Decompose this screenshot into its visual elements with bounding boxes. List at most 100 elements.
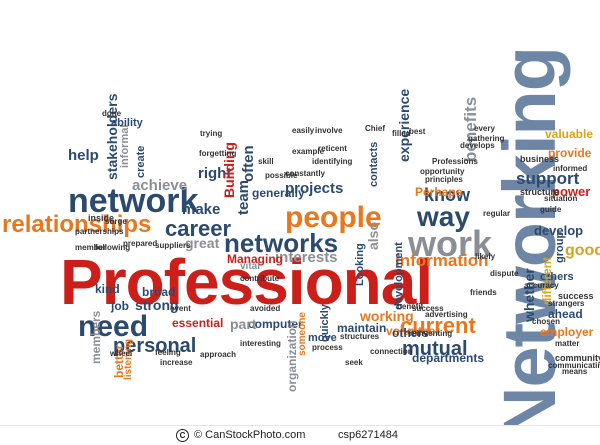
cloud-word: avoided	[250, 304, 281, 313]
stock-id: csp6271484	[338, 429, 398, 441]
cloud-word: filled	[392, 129, 411, 138]
cloud-word: need	[78, 310, 149, 343]
cloud-word: success	[412, 304, 444, 313]
cloud-word: done	[102, 109, 122, 118]
cloud-word: increase	[160, 358, 193, 367]
cloud-word: Chief	[365, 124, 385, 133]
cloud-word: whether	[521, 268, 537, 322]
cloud-word: inside	[88, 213, 115, 223]
cloud-word: group	[554, 231, 566, 263]
cloud-word: prepared	[123, 239, 158, 248]
cloud-word: network	[68, 182, 199, 220]
cloud-word: listening	[123, 338, 134, 380]
cloud-word: departments	[412, 351, 485, 365]
cloud-word: reticent	[318, 144, 347, 153]
cloud-word: employer	[540, 325, 594, 339]
cloud-word: information	[395, 251, 489, 270]
cloud-word: likely	[475, 252, 496, 261]
cloud-word: process	[312, 343, 343, 352]
cloud-word: best	[409, 127, 426, 136]
cloud-word: job	[111, 299, 129, 313]
cloud-word: also	[365, 221, 381, 250]
cloud-word: essential	[172, 316, 224, 330]
cloud-word: achieve	[132, 177, 188, 194]
cloud-word: volunteer	[386, 324, 441, 338]
cloud-word: generally	[252, 186, 305, 200]
cloud-word: success	[558, 291, 594, 301]
cloud-word: structure	[520, 187, 560, 197]
cloud-word: stakeholders	[104, 93, 120, 180]
cloud-word: strong	[135, 297, 179, 313]
cloud-word: interests	[275, 249, 338, 266]
cloud-word: skill	[258, 157, 274, 166]
cloud-word: quickly	[319, 304, 331, 342]
cloud-word: communicating	[548, 361, 600, 370]
cloud-word: every	[474, 124, 495, 133]
cloud-word: contacts	[368, 141, 380, 187]
cloud-word: event	[170, 304, 191, 313]
cloud-word: know	[424, 185, 471, 205]
cloud-word: example	[292, 147, 325, 156]
cloud-word: mutual	[402, 338, 468, 360]
cloud-word: means	[562, 367, 588, 376]
cloud-word: dispute	[490, 269, 519, 278]
cloud-word: informal	[119, 124, 131, 168]
cloud-word: ahead	[548, 307, 583, 321]
cloud-word: someone	[297, 312, 308, 356]
cloud-word: feeling	[155, 348, 181, 357]
cloud-word: Perhaps	[415, 185, 463, 199]
cloud-word: interesting	[240, 339, 281, 348]
cloud-word: principles	[425, 175, 463, 184]
cloud-word: work	[408, 223, 493, 264]
cloud-word: surge	[105, 217, 127, 226]
cloud-word: trying	[200, 129, 223, 138]
cloud-word: valuable	[545, 127, 594, 141]
cloud-word: Managing	[227, 252, 283, 266]
cloud-word: members	[89, 310, 103, 364]
cloud-word: opportunity	[420, 167, 465, 176]
cloud-word: career	[165, 216, 232, 241]
cloud-word: approach	[200, 350, 237, 359]
cloud-word: good	[565, 242, 600, 259]
cloud-word: suppliers	[155, 241, 191, 250]
cloud-word: Professions	[432, 157, 478, 166]
cloud-word: Professional	[60, 246, 433, 318]
cloud-word: working	[360, 308, 414, 324]
cloud-word: benefit	[397, 302, 424, 311]
cloud-word: contribute	[240, 274, 280, 283]
cloud-word: support	[516, 169, 580, 188]
cloud-word: great	[185, 235, 220, 251]
cloud-word: reinventing	[409, 329, 453, 338]
cloud-word: right	[198, 165, 232, 182]
cloud-word: chosen	[532, 317, 561, 326]
cloud-word: make	[182, 201, 221, 218]
cloud-word: community	[555, 353, 600, 363]
cloud-word: move	[308, 332, 337, 344]
cloud-word: friends	[470, 288, 497, 297]
cloud-word: broad	[142, 285, 176, 299]
cloud-word: part	[230, 316, 257, 332]
cloud-word: partnerships	[75, 227, 124, 236]
watermark-footer: C © CanStockPhoto.com csp6271484	[0, 425, 600, 445]
cloud-word: matter	[555, 339, 580, 348]
cloud-word: wheel	[110, 349, 133, 358]
cloud-word: advertising	[425, 310, 468, 319]
cloud-word: accuracy	[524, 281, 559, 290]
cloud-word: business	[520, 154, 560, 164]
cloud-word: following	[95, 243, 131, 252]
cloud-word: kind	[95, 282, 120, 296]
cloud-word: seek	[345, 358, 363, 367]
cloud-word: member	[75, 243, 107, 252]
cloud-word: development	[393, 242, 405, 310]
cloud-word: way	[417, 201, 470, 232]
cloud-word: easily	[292, 126, 315, 135]
cloud-word: develop	[534, 223, 584, 238]
cloud-word: others	[540, 271, 574, 283]
cloud-word: experience	[396, 88, 412, 162]
cloud-word: structures	[340, 332, 380, 341]
cloud-word: forgetting	[199, 149, 237, 158]
cloud-word: create	[135, 145, 147, 178]
cloud-word: regular	[483, 209, 511, 218]
cloud-word: provide	[548, 146, 592, 160]
cloud-word: computer	[248, 317, 303, 331]
